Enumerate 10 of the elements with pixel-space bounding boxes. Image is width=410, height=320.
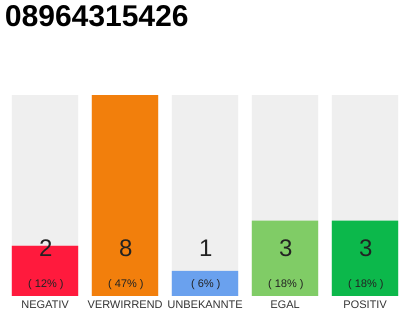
x-tick-label: UNBEKANNTE [167,299,243,311]
x-tick-label: POSITIV [343,299,388,311]
x-tick-label: NEGATIV [21,299,70,311]
x-tick-label: VERWIRREND [88,299,163,311]
data-label: 1 ( 6% ) [191,235,220,290]
data-label: 3 ( 18% ) [268,235,304,290]
x-tick-label: EGAL [270,299,300,311]
data-label: 3 ( 18% ) [348,235,384,290]
data-label: 8 ( 47% ) [108,235,144,290]
chart-title: 08964315426 [4,0,188,33]
